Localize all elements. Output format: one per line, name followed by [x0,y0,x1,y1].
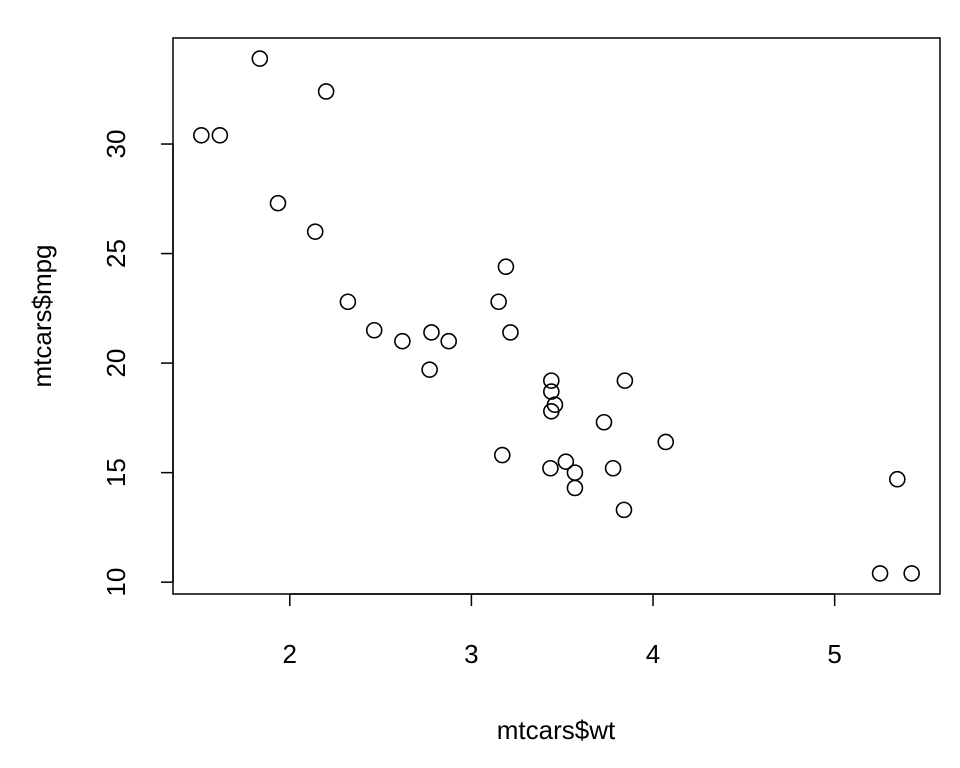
point [595,413,613,431]
point [421,361,438,378]
point [615,501,633,519]
y-axis-label: mtcars$mpg [27,244,57,387]
point [490,293,507,311]
x-axis-label: mtcars$wt [497,715,616,745]
point [306,223,324,240]
point [317,83,335,100]
point [657,433,675,451]
point [557,453,575,470]
point [339,293,357,311]
point [543,372,560,389]
x-tick-label: 4 [646,639,660,669]
y-tick-label: 10 [101,568,131,597]
point [269,194,287,212]
point [251,50,269,67]
y-tick-label: 30 [101,130,131,159]
y-tick-label: 20 [101,349,131,378]
point [889,470,906,488]
point [211,126,229,144]
point [543,383,560,400]
point [365,321,383,339]
point [903,565,920,582]
x-tick-label: 5 [827,639,841,669]
y-tick-label: 25 [101,239,131,268]
point [440,332,458,350]
point [616,372,634,389]
point [193,126,210,144]
point [394,332,411,350]
point [497,258,515,276]
plot-box [172,37,941,595]
point [542,459,559,477]
x-tick-label: 2 [283,639,297,669]
x-tick-label: 3 [464,639,478,669]
point [502,324,519,341]
point [493,446,511,464]
point [604,459,622,477]
point [871,565,889,582]
point [543,402,560,420]
point [566,464,584,481]
point [423,324,440,341]
y-tick-label: 15 [101,458,131,487]
point [566,479,584,497]
